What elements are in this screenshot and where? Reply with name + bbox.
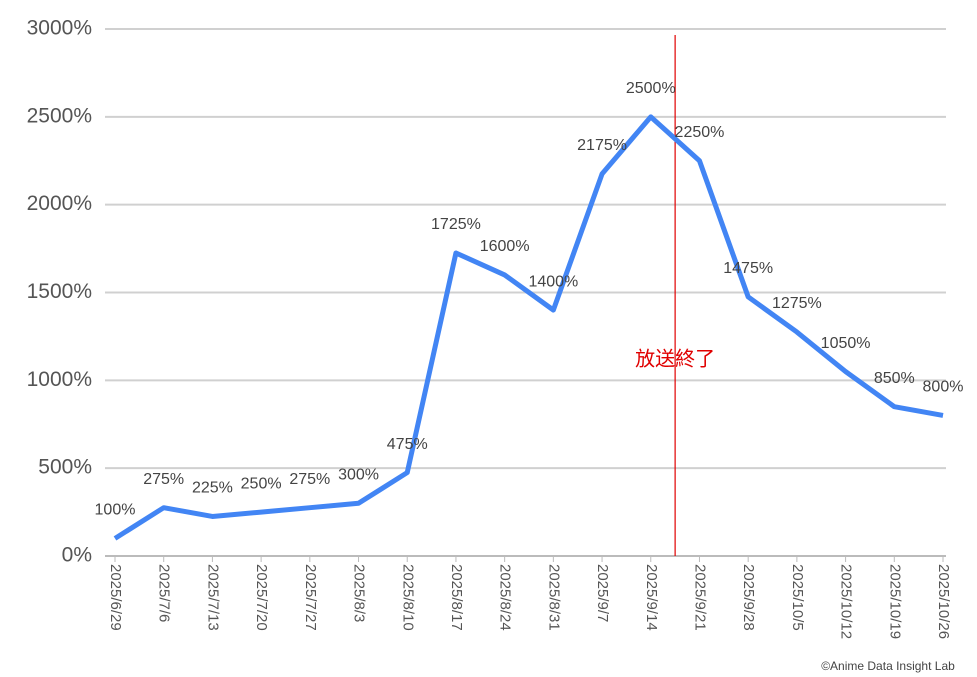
x-tick-label: 2025/8/24 — [497, 564, 514, 631]
x-tick-label: 2025/6/29 — [107, 564, 124, 631]
x-tick-label: 2025/10/26 — [935, 564, 952, 639]
x-tick-label: 2025/10/5 — [789, 564, 806, 631]
y-tick-label: 3000% — [27, 17, 92, 40]
data-label: 1050% — [821, 335, 871, 352]
data-label: 275% — [289, 471, 330, 488]
data-label: 225% — [192, 480, 233, 497]
x-tick-label: 2025/7/27 — [302, 564, 319, 631]
data-label: 475% — [387, 436, 428, 453]
y-tick-label: 0% — [62, 544, 92, 567]
x-tick-label: 2025/7/20 — [253, 564, 270, 631]
data-label: 275% — [143, 471, 184, 488]
x-tick-label: 2025/7/13 — [204, 564, 221, 631]
x-tick-label: 2025/8/10 — [399, 564, 416, 631]
x-tick-label: 2025/10/12 — [838, 564, 855, 639]
line — [113, 114, 944, 541]
x-tick-label: 2025/10/19 — [886, 564, 903, 639]
data-label: 2175% — [577, 137, 627, 154]
annotation-text: 放送終了 — [635, 347, 715, 370]
data-label: 1400% — [528, 273, 578, 290]
data-label: 850% — [874, 370, 915, 387]
x-tick-label: 2025/8/17 — [448, 564, 465, 631]
x-tick-label: 2025/8/31 — [545, 564, 562, 631]
x-tick-label: 2025/9/28 — [740, 564, 757, 631]
x-tick-label: 2025/7/6 — [156, 564, 173, 622]
x-tick-label: 2025/9/21 — [692, 564, 709, 631]
data-label: 300% — [338, 467, 379, 484]
data-label: 2500% — [626, 80, 676, 97]
credit: ©Anime Data Insight Lab — [821, 659, 955, 673]
data-label: 100% — [95, 502, 136, 519]
y-tick-label: 1000% — [27, 368, 92, 391]
y-tick-label: 500% — [38, 456, 92, 479]
data-label: 1725% — [431, 216, 481, 233]
y-tick-label: 2000% — [27, 192, 92, 215]
data-label: 1275% — [772, 295, 822, 312]
x-tick-label: 2025/8/3 — [351, 564, 368, 622]
y-tick-label: 2500% — [27, 104, 92, 127]
data-label: 1475% — [723, 260, 773, 277]
data-label: 2250% — [675, 124, 725, 141]
y-tick-label: 1500% — [27, 280, 92, 303]
data-label: 1600% — [480, 238, 530, 255]
x-tick-label: 2025/9/7 — [594, 564, 611, 622]
x-tick-label: 2025/9/14 — [643, 564, 660, 631]
data-label: 250% — [241, 475, 282, 492]
data-label: 800% — [923, 379, 964, 396]
